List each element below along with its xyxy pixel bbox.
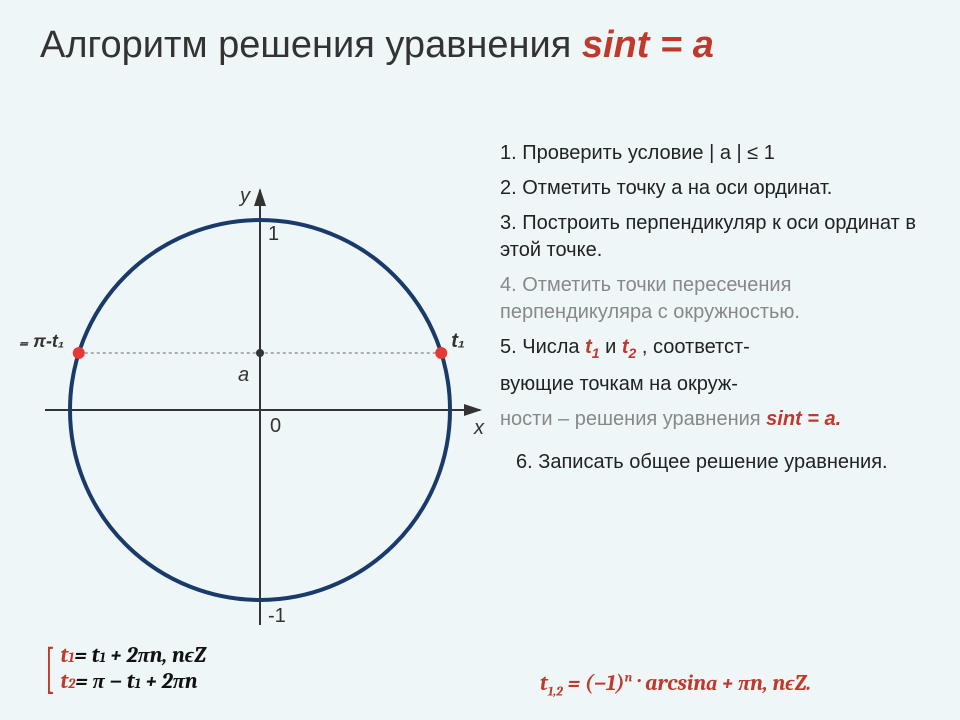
step-item: ности – решения уравнения sint = а.: [500, 406, 930, 433]
step-item: вующие точкам на окруж-: [500, 371, 930, 398]
svg-text:y: y: [238, 185, 251, 207]
step-item: 5. Числа t1 и t2 , соответст-: [500, 334, 930, 363]
svg-text:a: a: [238, 364, 249, 386]
step-item: 1. Проверить условие | a | ≤ 1: [500, 140, 930, 167]
svg-text:x: x: [473, 417, 485, 439]
unit-circle-diagram: y x 1 -1 0 a t₁ t₂ ₌ π-t₁: [20, 160, 500, 640]
step-item: 3. Построить перпендикуляр к оси ординат…: [500, 210, 930, 264]
svg-text:t₂ ₌ π-t₁: t₂ ₌ π-t₁: [20, 331, 64, 351]
formula-separate-solutions: [ t1= t1 + 2πn, nϵZ t2= π − t1 + 2πn: [40, 640, 206, 696]
svg-text:t₁: t₁: [451, 330, 465, 352]
svg-text:-1: -1: [268, 605, 286, 627]
page-title: Алгоритм решения уравнения sint = а: [40, 24, 920, 67]
step-item: 6. Записать общее решение уравнения.: [516, 449, 930, 476]
step-item: 4. Отметить точки пересечения перпендику…: [500, 272, 930, 326]
svg-text:0: 0: [270, 415, 281, 437]
title-equation: sint = а: [582, 24, 714, 66]
svg-text:1: 1: [268, 223, 279, 245]
step-item: 2. Отметить точку а на оси ординат.: [500, 175, 930, 202]
algorithm-steps: 1. Проверить условие | a | ≤ 1 2. Отметит…: [500, 140, 930, 484]
formula-general-solution: t1,2 = (−1)n · arcsinа + πn, nϵZ.: [540, 670, 811, 699]
title-prefix: Алгоритм решения уравнения: [40, 24, 582, 66]
